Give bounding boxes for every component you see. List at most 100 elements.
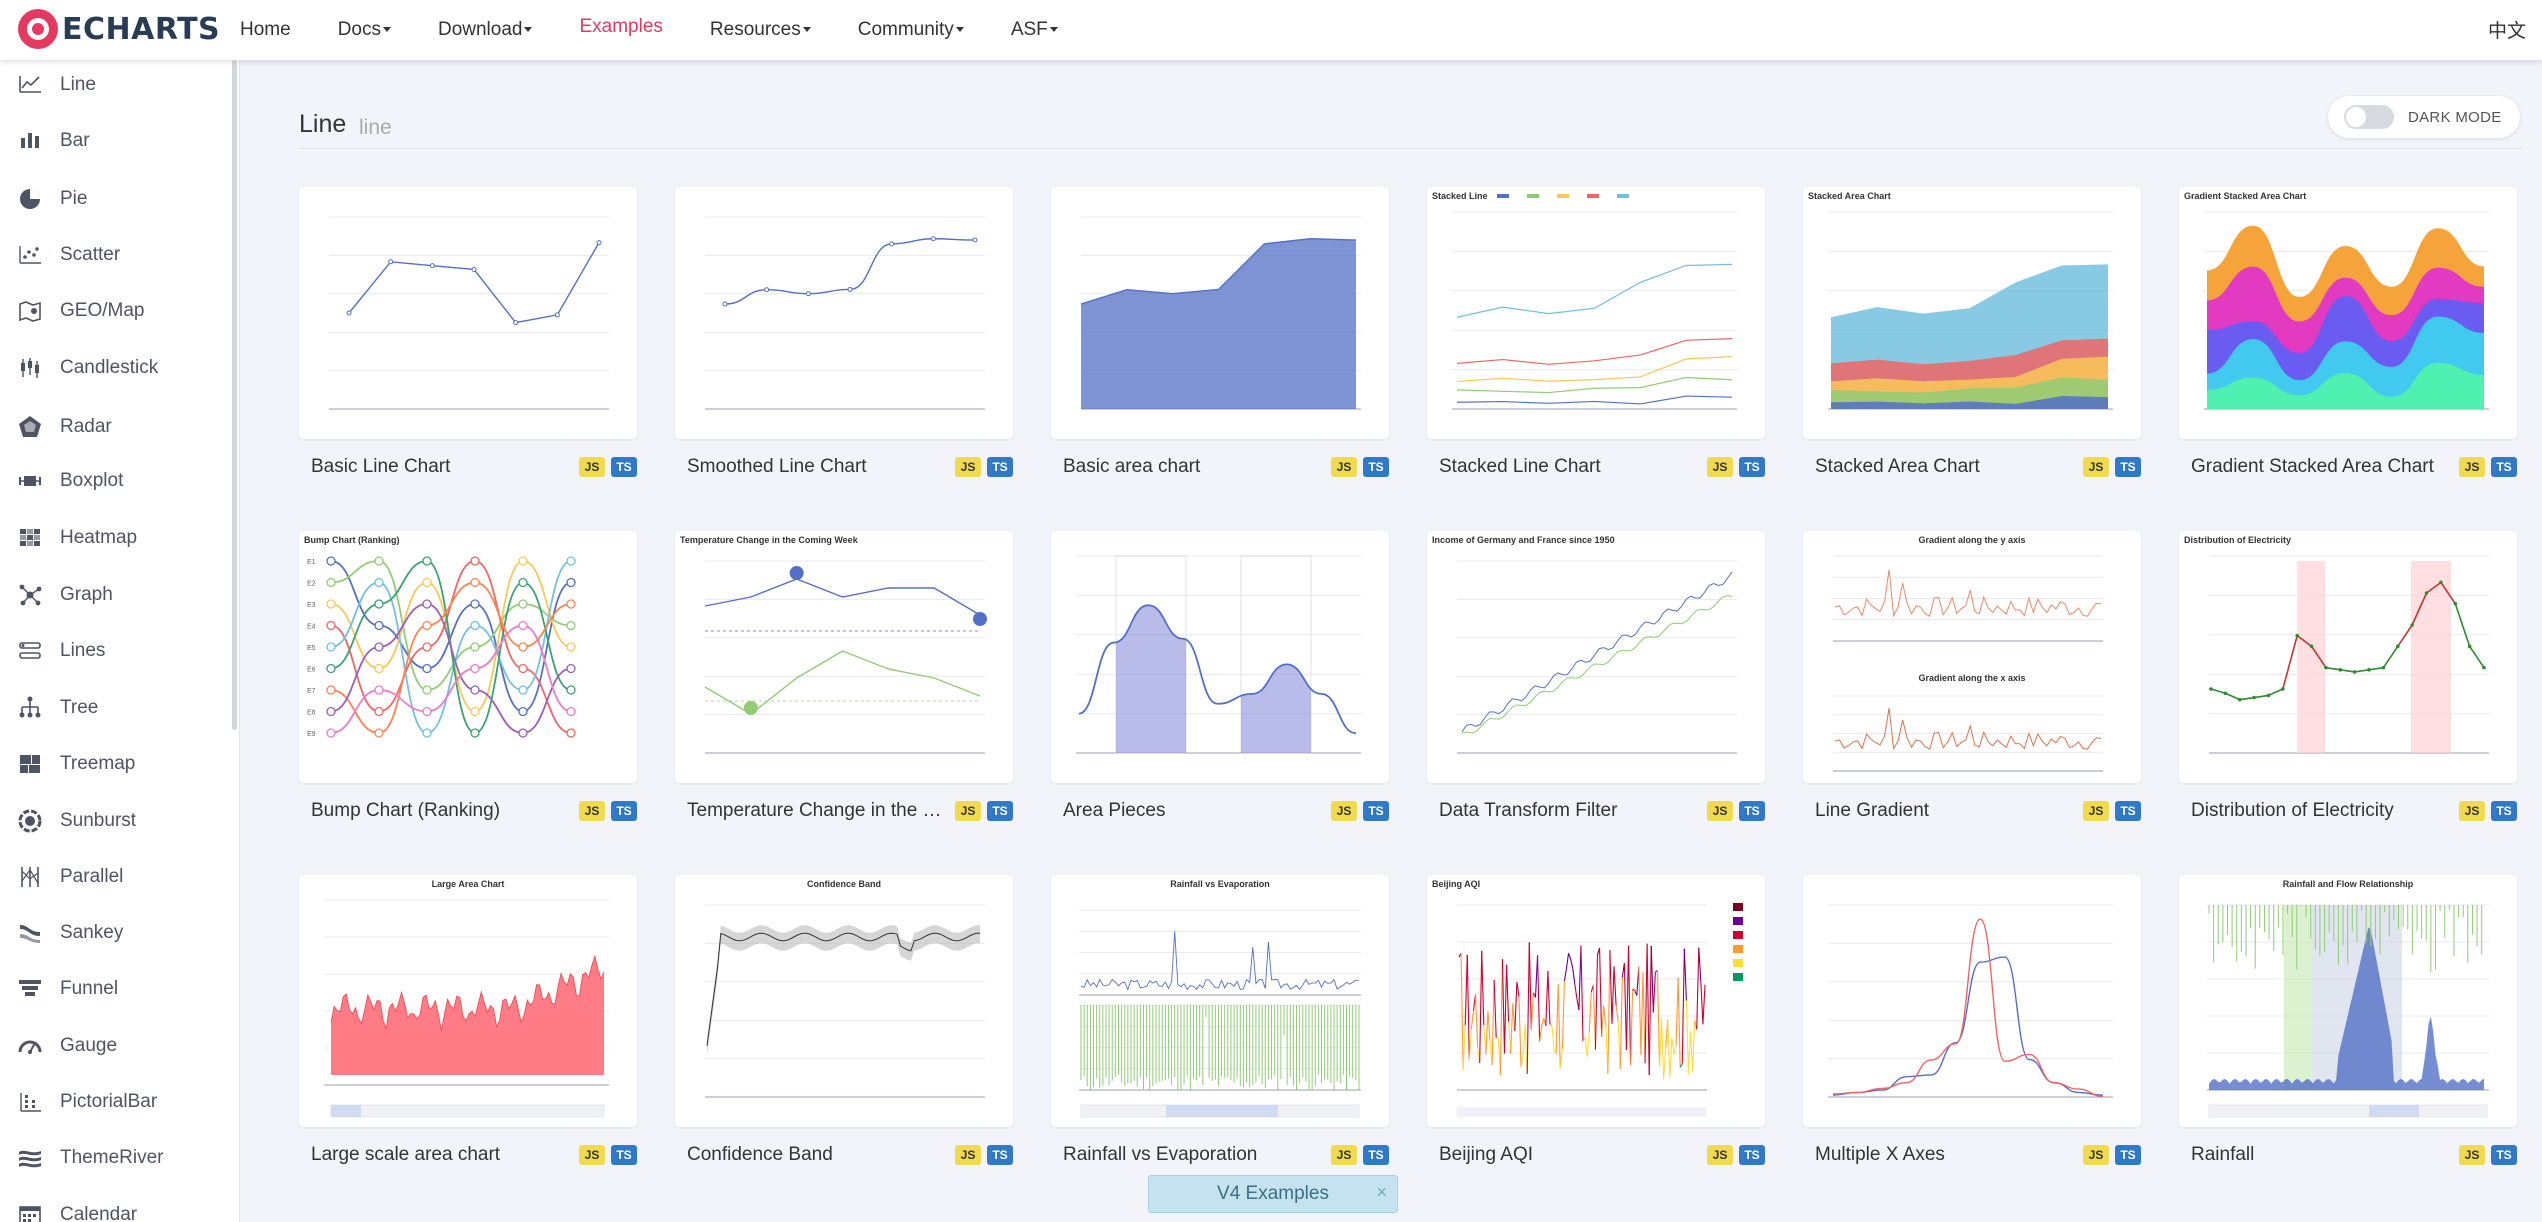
sidebar-item-gauge[interactable]: Gauge [16,1031,117,1061]
ts-badge[interactable]: TS [2115,457,2141,477]
ts-badge[interactable]: TS [2115,801,2141,821]
example-card-gradient-stacked-area-chart[interactable]: Gradient Stacked Area Chart Gradient Stac… [2179,187,2517,481]
example-thumbnail[interactable]: Stacked Area Chart [1803,187,2141,439]
example-thumbnail[interactable]: Beijing AQI [1427,875,1765,1127]
sidebar-item-boxplot[interactable]: Boxplot [16,466,123,496]
ts-badge[interactable]: TS [987,801,1013,821]
ts-badge[interactable]: TS [2491,1145,2517,1165]
js-badge[interactable]: JS [955,801,981,821]
example-title[interactable]: Area Pieces [1063,800,1166,821]
example-title[interactable]: Bump Chart (Ranking) [311,800,501,821]
sidebar-item-heatmap[interactable]: Heatmap [16,523,137,553]
sidebar-item-calendar[interactable]: Calendar [16,1200,137,1222]
example-thumbnail[interactable] [1803,875,2141,1127]
sidebar-item-funnel[interactable]: Funnel [16,974,118,1004]
ts-badge[interactable]: TS [1363,457,1389,477]
ts-badge[interactable]: TS [2115,1145,2141,1165]
example-card-data-transform-filter[interactable]: Income of Germany and France since 1950 D… [1427,531,1765,825]
example-title[interactable]: Data Transform Filter [1439,800,1618,821]
example-card-basic-line-chart[interactable]: Basic Line Chart JS TS [299,187,637,481]
example-title[interactable]: Beijing AQI [1439,1144,1533,1165]
ts-badge[interactable]: TS [611,801,637,821]
example-title[interactable]: Large scale area chart [311,1144,501,1165]
example-card-multiple-x-axes[interactable]: Multiple X Axes JS TS [1803,875,2141,1169]
example-title[interactable]: Stacked Area Chart [1815,456,1980,477]
sidebar-item-candlestick[interactable]: Candlestick [16,353,158,383]
example-title[interactable]: Line Gradient [1815,800,1930,821]
example-thumbnail[interactable]: Gradient along the y axis Gradient along … [1803,531,2141,783]
example-thumbnail[interactable]: Large Area Chart [299,875,637,1127]
js-badge[interactable]: JS [1331,801,1357,821]
js-badge[interactable]: JS [1707,457,1733,477]
ts-badge[interactable]: TS [611,457,637,477]
js-badge[interactable]: JS [1707,801,1733,821]
example-card-large-scale-area-chart[interactable]: Large Area Chart Large scale area chart JS… [299,875,637,1169]
ts-badge[interactable]: TS [1363,801,1389,821]
example-card-area-pieces[interactable]: Area Pieces JS TS [1051,531,1389,825]
example-card-rainfall[interactable]: Rainfall and Flow Relationship Rainfall JS… [2179,875,2517,1169]
sidebar-item-treemap[interactable]: Treemap [16,749,135,779]
example-card-bump-chart-ranking[interactable]: Bump Chart (Ranking) E1 E2 E3 E4 E5 E6 E7 E8 E9 Bu… [299,531,637,825]
example-card-beijing-aqi[interactable]: Beijing AQI Beijing AQI JS TS [1427,875,1765,1169]
js-badge[interactable]: JS [1707,1145,1733,1165]
sidebar-item-parallel[interactable]: Parallel [16,862,123,892]
ts-badge[interactable]: TS [1739,801,1765,821]
example-title[interactable]: Rainfall [2191,1144,2255,1165]
ts-badge[interactable]: TS [987,457,1013,477]
sidebar-item-geo-map[interactable]: GEO/Map [16,296,144,326]
nav-community[interactable]: Community [858,19,964,41]
js-badge[interactable]: JS [2083,801,2109,821]
sidebar-item-scatter[interactable]: Scatter [16,240,120,270]
example-title[interactable]: Gradient Stacked Area Chart [2191,456,2434,477]
js-badge[interactable]: JS [2459,457,2485,477]
sidebar-item-lines[interactable]: Lines [16,636,105,666]
js-badge[interactable]: JS [579,1145,605,1165]
example-thumbnail[interactable]: Rainfall vs Evaporation [1051,875,1389,1127]
example-card-basic-area-chart[interactable]: Basic area chart JS TS [1051,187,1389,481]
js-badge[interactable]: JS [2083,1145,2109,1165]
js-badge[interactable]: JS [955,1145,981,1165]
sidebar-item-themeriver[interactable]: ThemeRiver [16,1143,163,1173]
nav-home[interactable]: Home [240,19,291,40]
sidebar-scrollbar[interactable] [232,60,237,730]
dark-mode-switch[interactable] [2344,105,2394,129]
nav-download[interactable]: Download [438,19,533,41]
sidebar-item-pictorialbar[interactable]: PictorialBar [16,1087,157,1117]
example-thumbnail[interactable]: Rainfall and Flow Relationship [2179,875,2517,1127]
example-title[interactable]: Temperature Change in the Coming Week [687,800,949,821]
js-badge[interactable]: JS [1331,457,1357,477]
example-card-confidence-band[interactable]: Confidence Band Confidence Band JS TS [675,875,1013,1169]
example-thumbnail[interactable]: Bump Chart (Ranking) E1 E2 E3 E4 E5 E6 E7 E8 E9 [299,531,637,783]
js-badge[interactable]: JS [579,457,605,477]
example-thumbnail[interactable] [1051,531,1389,783]
nav-docs[interactable]: Docs [338,19,391,41]
js-badge[interactable]: JS [2083,457,2109,477]
nav-asf[interactable]: ASF [1011,19,1058,41]
example-title[interactable]: Rainfall vs Evaporation [1063,1144,1258,1165]
ts-badge[interactable]: TS [1739,1145,1765,1165]
example-thumbnail[interactable]: Distribution of Electricity [2179,531,2517,783]
example-title[interactable]: Stacked Line Chart [1439,456,1601,477]
language-switch[interactable]: 中文 [2487,21,2526,42]
js-badge[interactable]: JS [2459,801,2485,821]
example-card-stacked-line-chart[interactable]: Stacked Line Stacked Line Chart JS TS [1427,187,1765,481]
example-card-distribution-of-electricity[interactable]: Distribution of Electricity Distribution … [2179,531,2517,825]
ts-badge[interactable]: TS [2491,457,2517,477]
sidebar-item-bar[interactable]: Bar [16,126,90,156]
sidebar-item-radar[interactable]: Radar [16,412,112,442]
js-badge[interactable]: JS [2459,1145,2485,1165]
ts-badge[interactable]: TS [1739,457,1765,477]
js-badge[interactable]: JS [1331,1145,1357,1165]
sidebar-item-sunburst[interactable]: Sunburst [16,806,136,836]
example-thumbnail[interactable]: Confidence Band [675,875,1013,1127]
ts-badge[interactable]: TS [611,1145,637,1165]
example-title[interactable]: Basic Line Chart [311,456,451,477]
echarts-logo[interactable]: ECHARTS [18,9,220,49]
ts-badge[interactable]: TS [1363,1145,1389,1165]
example-title[interactable]: Confidence Band [687,1144,833,1165]
example-thumbnail[interactable]: Income of Germany and France since 1950 [1427,531,1765,783]
nav-examples[interactable]: Examples [579,16,663,37]
example-thumbnail[interactable]: Stacked Line [1427,187,1765,439]
sidebar-item-pie[interactable]: Pie [16,184,87,214]
ts-badge[interactable]: TS [2491,801,2517,821]
